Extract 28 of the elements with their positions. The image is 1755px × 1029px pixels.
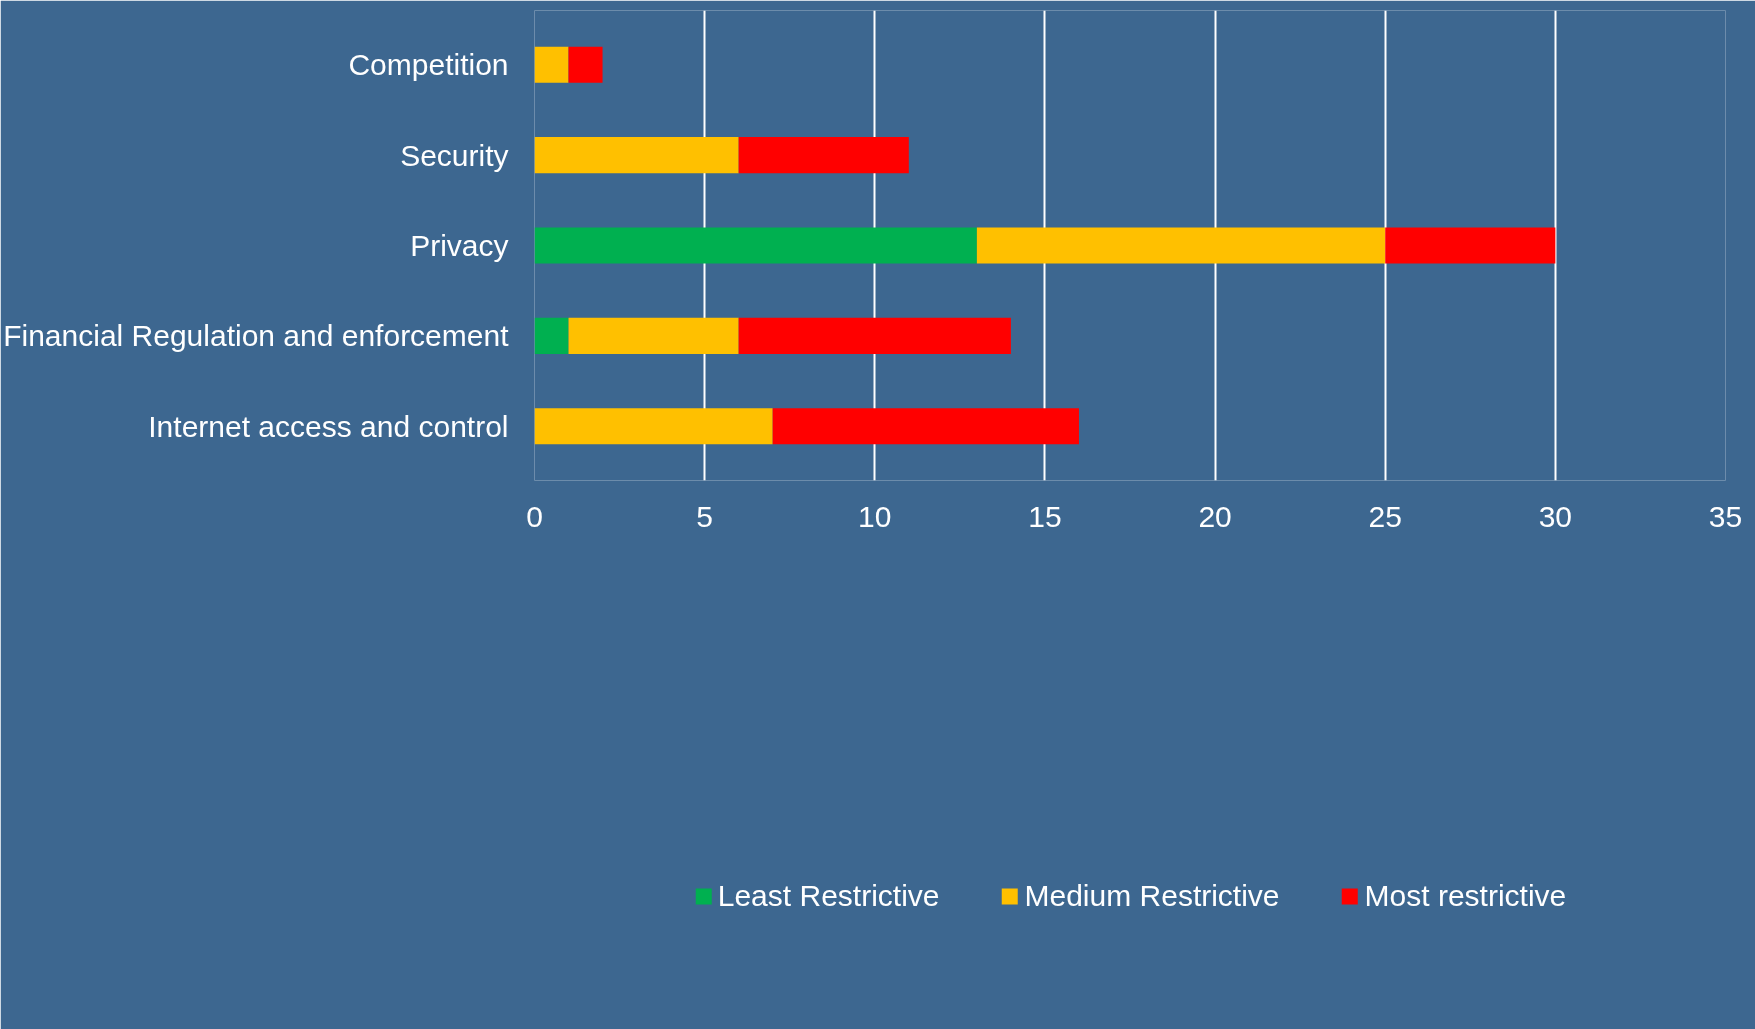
bar: [534, 408, 773, 445]
y-tick-label: Internet access and control: [148, 409, 509, 443]
bar: [976, 227, 1386, 264]
bar: [738, 137, 909, 174]
x-tick-label: 5: [696, 499, 713, 533]
bar: [534, 46, 569, 83]
y-tick-label: Competition: [348, 48, 509, 82]
bar: [568, 317, 739, 354]
bar: [738, 317, 1011, 354]
y-tick-label: Security: [400, 138, 509, 172]
bar: [568, 46, 603, 83]
legend-label: Medium Restrictive: [1024, 878, 1280, 913]
bar: [1385, 227, 1556, 264]
y-tick-label: Financial Regulation and enforcement: [3, 319, 510, 353]
x-tick-label: 30: [1538, 499, 1573, 533]
legend-label: Least Restrictive: [717, 878, 940, 913]
x-tick-label: 35: [1708, 499, 1743, 533]
x-tick-label: 10: [858, 499, 892, 533]
x-tick-label: 25: [1368, 499, 1402, 533]
bar: [534, 317, 569, 354]
x-tick-label: 15: [1028, 499, 1062, 533]
bar: [534, 137, 739, 174]
y-tick-label: Privacy: [410, 229, 509, 262]
bar: [534, 227, 977, 264]
bar: [772, 408, 1079, 445]
legend-label: Most restrictive: [1364, 878, 1567, 913]
x-tick-label: 20: [1198, 499, 1232, 533]
x-tick-label: 0: [526, 499, 543, 533]
